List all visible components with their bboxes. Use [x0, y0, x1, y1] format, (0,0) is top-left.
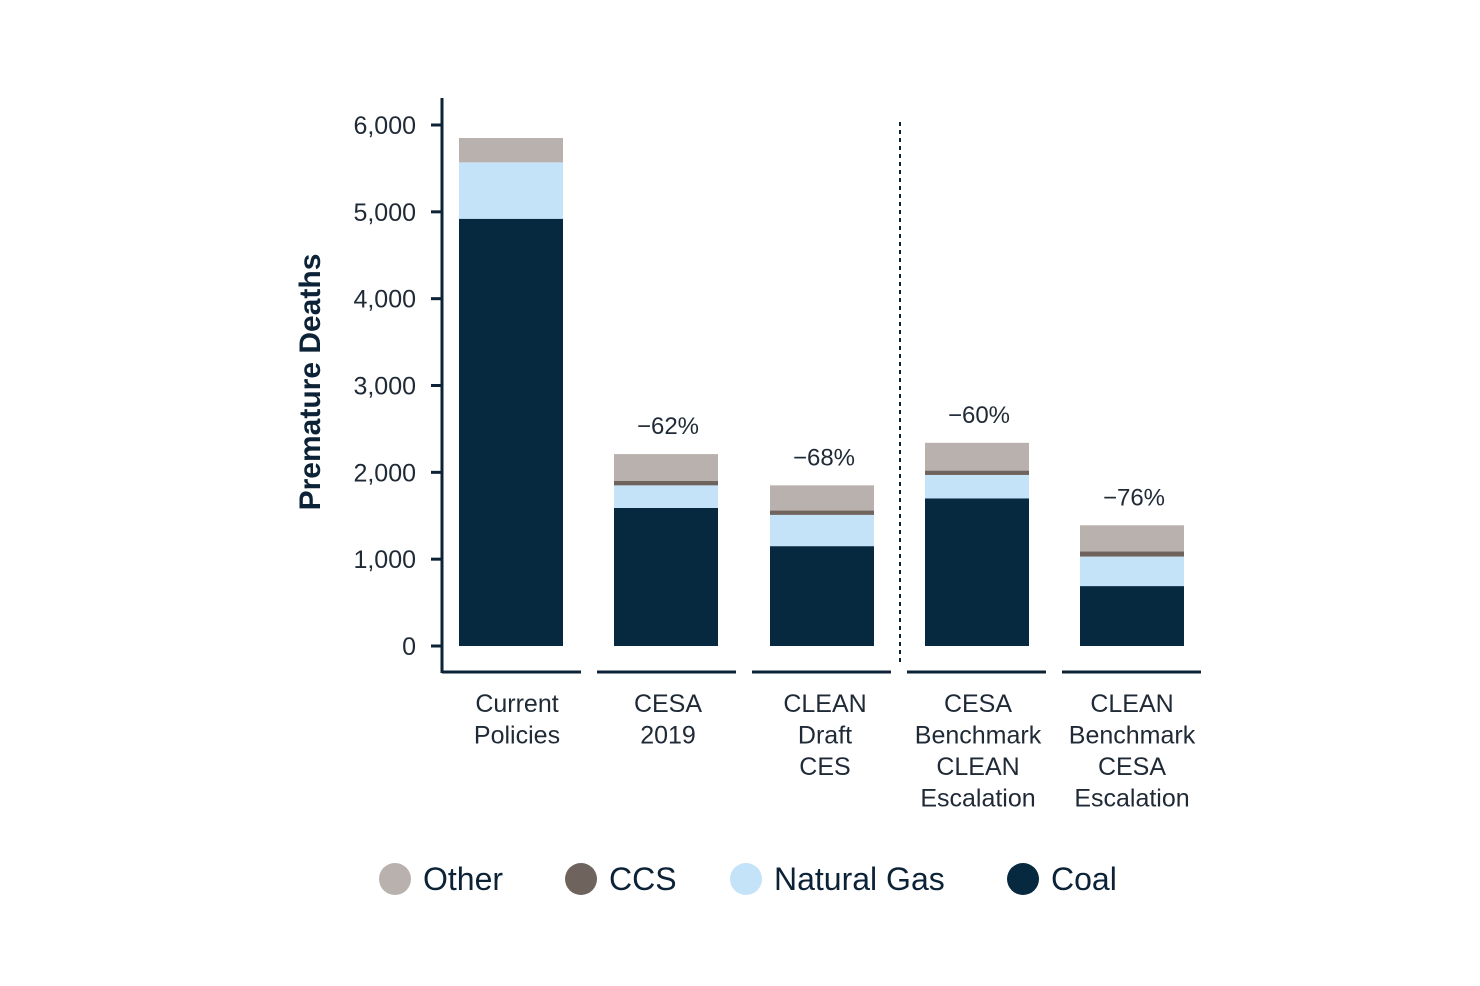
- category-label-line: Escalation: [920, 785, 1035, 813]
- bar-segment-other: [459, 138, 563, 163]
- bar-segment-other: [925, 442, 1029, 471]
- category-label-line: Policies: [474, 722, 560, 750]
- category-label: Current Policies: [474, 690, 560, 750]
- category-label-line: CES: [799, 753, 850, 781]
- bar-segment-natural-gas: [459, 162, 563, 219]
- category-label-line: Draft: [798, 722, 852, 750]
- y-tick-label: 1,000: [353, 546, 416, 574]
- category-label-line: CESA: [944, 690, 1012, 718]
- bar-segment-natural-gas: [614, 485, 718, 508]
- y-tick-label: 0: [402, 633, 416, 661]
- bar-segment-ccs: [614, 481, 718, 486]
- y-tick-label: 5,000: [353, 199, 416, 227]
- y-tick-label: 3,000: [353, 373, 416, 401]
- category-label-line: Current: [475, 690, 558, 718]
- category-label-line: CESA: [634, 690, 702, 718]
- category-label-line: Benchmark: [1069, 722, 1196, 750]
- bar-segment-coal: [459, 218, 563, 646]
- category-label-line: CLEAN: [783, 690, 866, 718]
- legend-swatch: [1007, 863, 1039, 895]
- category-label: CESA 2019: [634, 690, 702, 750]
- y-tick-label: 6,000: [353, 112, 416, 140]
- legend: Other CCS Natural Gas Coal: [379, 861, 1117, 897]
- y-axis: 0 1,000 2,000 3,000 4,000 5,000 6,000 Premature…: [294, 98, 444, 673]
- category-label-line: Escalation: [1074, 785, 1189, 813]
- bar-segment-natural-gas: [925, 474, 1029, 499]
- category-label-line: Benchmark: [915, 722, 1042, 750]
- legend-swatch: [565, 863, 597, 895]
- category-label-line: CESA: [1098, 753, 1166, 781]
- percent-change-label: −76%: [1103, 484, 1165, 511]
- percent-change-label: −60%: [948, 402, 1010, 429]
- percent-change-label: −62%: [637, 413, 699, 440]
- bar-stacks: −62% −68% −60% −76%: [459, 138, 1184, 646]
- bar-segment-other: [614, 454, 718, 482]
- bar-segment-coal: [925, 498, 1029, 646]
- y-tick-label: 4,000: [353, 286, 416, 314]
- bar-segment-natural-gas: [1080, 556, 1184, 587]
- legend-label: Natural Gas: [774, 861, 945, 897]
- bar-segment-ccs: [925, 470, 1029, 475]
- bar-segment-natural-gas: [770, 514, 874, 547]
- bar-segment-coal: [1080, 586, 1184, 646]
- bar-segment-ccs: [1080, 551, 1184, 557]
- percent-change-label: −68%: [793, 444, 855, 471]
- bar-segment-coal: [770, 546, 874, 646]
- category-label-line: CLEAN: [1090, 690, 1173, 718]
- legend-label: Other: [423, 861, 503, 897]
- x-axis: Current Policies CESA 2019 CLEAN Draft CES CESA…: [442, 122, 1201, 813]
- legend-swatch: [379, 863, 411, 895]
- y-tick-label: 2,000: [353, 459, 416, 487]
- y-axis-title: Premature Deaths: [294, 254, 327, 511]
- legend-label: Coal: [1051, 861, 1117, 897]
- category-label: CLEAN Benchmark CESA Escalation: [1069, 690, 1196, 813]
- bar-segment-ccs: [770, 510, 874, 515]
- category-label-line: CLEAN: [936, 753, 1019, 781]
- bar-segment-coal: [614, 507, 718, 646]
- category-label-line: 2019: [640, 722, 696, 750]
- category-label: CLEAN Draft CES: [783, 690, 866, 781]
- bar-segment-other: [1080, 525, 1184, 552]
- category-label: CESA Benchmark CLEAN Escalation: [915, 690, 1042, 813]
- legend-swatch: [730, 863, 762, 895]
- bar-segment-other: [770, 485, 874, 511]
- legend-label: CCS: [609, 861, 677, 897]
